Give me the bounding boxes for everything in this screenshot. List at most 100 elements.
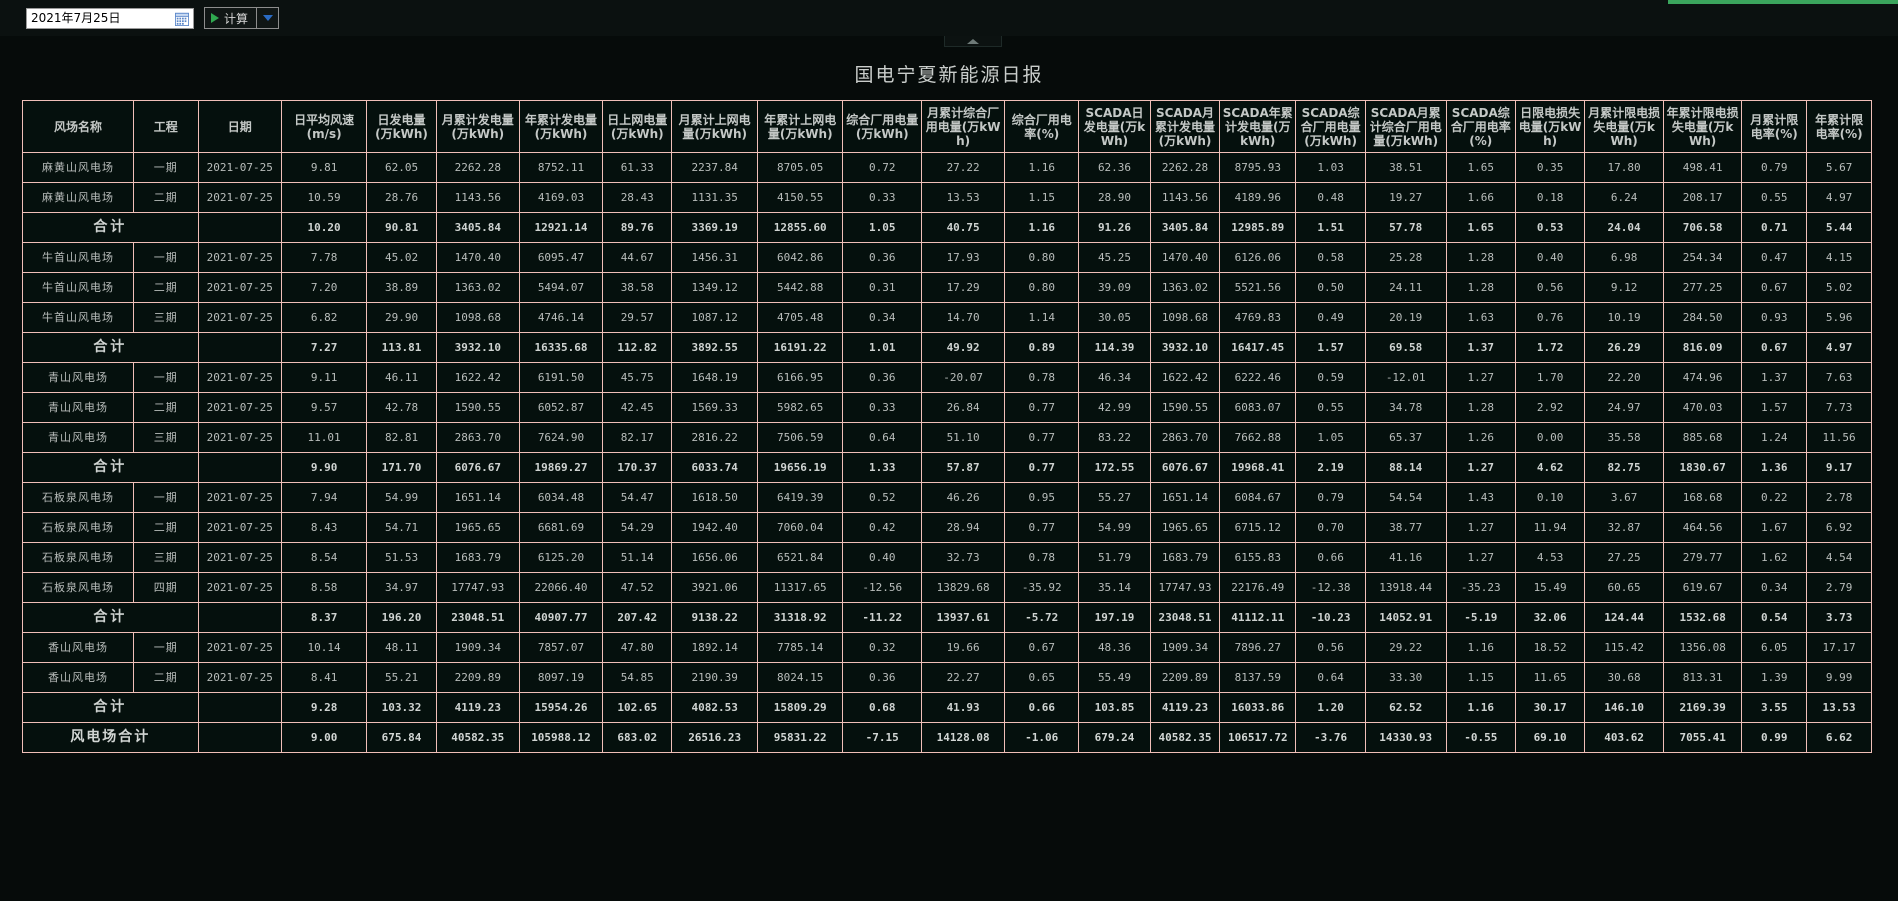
cell-r10-c0: 合计 (22, 452, 199, 483)
cell-r4-c16: 0.50 (1295, 272, 1366, 303)
cell-r11-c15: 6084.67 (1219, 482, 1297, 513)
column-header-9: 年累计上网电量(万kWh) (756, 100, 844, 153)
cell-r1-c11: 13.53 (921, 182, 1006, 213)
cell-r3-c14: 1470.40 (1149, 242, 1221, 273)
cell-r19-c22: 0.99 (1741, 722, 1808, 753)
cell-r15-c3: 8.37 (280, 602, 368, 633)
cell-r8-c21: 470.03 (1662, 392, 1743, 423)
cell-r12-c23: 6.92 (1806, 512, 1872, 543)
cell-r6-c10: 1.01 (842, 332, 923, 363)
cell-r9-c8: 2816.22 (671, 422, 758, 453)
cell-r6-c9: 16191.22 (756, 332, 844, 363)
cell-r16-c5: 1909.34 (435, 632, 520, 663)
cell-r4-c23: 5.02 (1806, 272, 1872, 303)
cell-r13-c23: 4.54 (1806, 542, 1872, 573)
cell-r2-c13: 91.26 (1078, 212, 1151, 243)
cell-r5-c18: 1.63 (1445, 302, 1516, 333)
cell-r1-c10: 0.33 (842, 182, 923, 213)
cell-r18-c16: 1.20 (1295, 692, 1366, 723)
cell-r3-c22: 0.47 (1741, 242, 1808, 273)
cell-r2-c11: 40.75 (921, 212, 1006, 243)
cell-r14-c12: -35.92 (1004, 572, 1080, 603)
cell-r9-c14: 2863.70 (1149, 422, 1221, 453)
cell-r18-c21: 2169.39 (1662, 692, 1743, 723)
cell-r18-c17: 62.52 (1364, 692, 1447, 723)
cell-r15-c17: 14052.91 (1364, 602, 1447, 633)
cell-r7-c11: -20.07 (921, 362, 1006, 393)
table-header-row: 风场名称 工程 日期 日平均风速(m/s) 日发电量(万kWh) 月累计发电量(万kWh)… (22, 100, 1872, 153)
cell-r8-c22: 1.57 (1741, 392, 1808, 423)
cell-r9-c16: 1.05 (1295, 422, 1366, 453)
cell-r17-c0: 香山风电场 (22, 662, 134, 693)
cell-r8-c7: 42.45 (602, 392, 673, 423)
cell-r3-c9: 6042.86 (756, 242, 844, 273)
cell-r6-c2 (197, 332, 282, 363)
report-panel: 国电宁夏新能源日报 风场名称 工程 日期 日平均风速(m/s) 日发电量(万kWh) 月累… (0, 36, 1898, 901)
cell-r12-c22: 1.67 (1741, 512, 1808, 543)
table-row: 青山风电场 二期 2021-07-25 9.57 42.78 1590.55 6052.87… (22, 392, 1872, 423)
cell-r18-c20: 146.10 (1584, 692, 1664, 723)
cell-r2-c17: 57.78 (1364, 212, 1447, 243)
table-row: 麻黄山风电场 一期 2021-07-25 9.81 62.05 2262.28 8752.1… (22, 152, 1872, 183)
cell-r12-c13: 54.99 (1078, 512, 1151, 543)
table-subtotal-row: 合计 9.28 103.32 4119.23 15954.26 102.65 4082.53… (22, 692, 1872, 723)
cell-r14-c6: 22066.40 (518, 572, 604, 603)
cell-r3-c17: 25.28 (1364, 242, 1447, 273)
cell-r3-c4: 45.02 (366, 242, 437, 273)
cell-r7-c1: 一期 (132, 362, 199, 393)
cell-r15-c6: 40907.77 (518, 602, 604, 633)
cell-r5-c20: 10.19 (1584, 302, 1664, 333)
cell-r15-c4: 196.20 (366, 602, 437, 633)
table-row: 麻黄山风电场 二期 2021-07-25 10.59 28.76 1143.56 4169.… (22, 182, 1872, 213)
cell-r17-c23: 9.99 (1806, 662, 1872, 693)
cell-r15-c22: 0.54 (1741, 602, 1808, 633)
cell-r10-c13: 172.55 (1078, 452, 1151, 483)
cell-r16-c12: 0.67 (1004, 632, 1080, 663)
chevron-up-icon (967, 38, 979, 44)
calendar-icon[interactable] (175, 12, 189, 26)
cell-r6-c5: 3932.10 (435, 332, 520, 363)
table-row: 牛首山风电场 三期 2021-07-25 6.82 29.90 1098.68 4746.1… (22, 302, 1872, 333)
calculate-button[interactable]: 计算 (205, 8, 256, 28)
cell-r5-c4: 29.90 (366, 302, 437, 333)
cell-r7-c14: 1622.42 (1149, 362, 1221, 393)
column-header-16: SCADA综合厂用电量(万kWh) (1295, 100, 1366, 153)
cell-r10-c9: 19656.19 (756, 452, 844, 483)
cell-r9-c1: 三期 (132, 422, 199, 453)
cell-r4-c5: 1363.02 (435, 272, 520, 303)
cell-r14-c19: 15.49 (1514, 572, 1586, 603)
cell-r9-c9: 7506.59 (756, 422, 844, 453)
cell-r13-c14: 1683.79 (1149, 542, 1221, 573)
cell-r11-c6: 6034.48 (518, 482, 604, 513)
cell-r18-c23: 13.53 (1806, 692, 1872, 723)
cell-r9-c3: 11.01 (280, 422, 368, 453)
cell-r5-c13: 30.05 (1078, 302, 1151, 333)
panel-collapse-toggle[interactable] (944, 36, 1002, 47)
date-input[interactable]: 2021年7月25日 (26, 7, 194, 29)
cell-r1-c1: 二期 (132, 182, 199, 213)
cell-r0-c13: 62.36 (1078, 152, 1151, 183)
cell-r17-c8: 2190.39 (671, 662, 758, 693)
cell-r13-c19: 4.53 (1514, 542, 1586, 573)
cell-r1-c3: 10.59 (280, 182, 368, 213)
cell-r2-c18: 1.65 (1445, 212, 1516, 243)
cell-r9-c13: 83.22 (1078, 422, 1151, 453)
cell-r9-c6: 7624.90 (518, 422, 604, 453)
cell-r7-c20: 22.20 (1584, 362, 1664, 393)
cell-r13-c13: 51.79 (1078, 542, 1151, 573)
cell-r0-c6: 8752.11 (518, 152, 604, 183)
cell-r16-c1: 一期 (132, 632, 199, 663)
cell-r4-c19: 0.56 (1514, 272, 1586, 303)
calculate-dropdown-button[interactable] (256, 8, 278, 28)
cell-r11-c13: 55.27 (1078, 482, 1151, 513)
cell-r4-c1: 二期 (132, 272, 199, 303)
cell-r12-c3: 8.43 (280, 512, 368, 543)
cell-r19-c21: 7055.41 (1662, 722, 1743, 753)
cell-r15-c10: -11.22 (842, 602, 923, 633)
table-row: 香山风电场 二期 2021-07-25 8.41 55.21 2209.89 8097.19… (22, 662, 1872, 693)
cell-r17-c10: 0.36 (842, 662, 923, 693)
cell-r1-c5: 1143.56 (435, 182, 520, 213)
cell-r9-c0: 青山风电场 (22, 422, 134, 453)
cell-r17-c4: 55.21 (366, 662, 437, 693)
